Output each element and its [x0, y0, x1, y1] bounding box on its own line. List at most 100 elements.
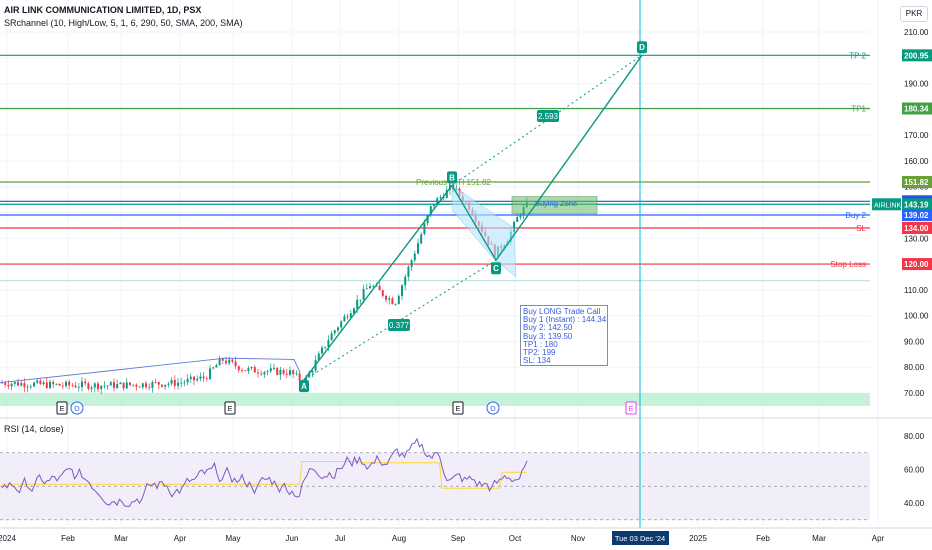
pattern-point	[447, 171, 457, 184]
candle-body	[439, 197, 442, 199]
candle-body	[36, 380, 39, 383]
candle-body	[410, 260, 413, 267]
candle-body	[362, 289, 365, 300]
price-tag-label: 120.00	[904, 260, 929, 269]
candle-body	[20, 383, 23, 386]
event-marker	[224, 401, 236, 415]
leg-bc	[451, 185, 497, 261]
price-tag-label: 134.00	[904, 224, 929, 233]
x-tick-label: 2024	[0, 534, 16, 543]
candle-body	[397, 295, 400, 304]
y-tick-label: 110.00	[904, 286, 928, 295]
candle-body	[433, 204, 435, 207]
candle-body	[327, 340, 330, 347]
candle-body	[45, 382, 48, 388]
candle-body	[13, 382, 16, 384]
chart-title: AIR LINK COMMUNICATION LIMITED, 1D, PSX	[4, 5, 202, 15]
pattern-point	[637, 41, 647, 54]
trade-call-title: Buy LONG Trade Call	[523, 307, 601, 316]
candle-body	[129, 382, 131, 385]
trade-call-tp1: TP1 : 180	[523, 339, 558, 349]
trade-call-tp2: TP2: 199	[523, 348, 556, 358]
price-tag	[902, 102, 932, 115]
candle-body	[33, 382, 35, 387]
level-name: TP 2	[849, 51, 866, 60]
candle-body	[1, 382, 3, 384]
price-tag	[902, 198, 932, 211]
consolidation-lines	[0, 357, 301, 384]
candle-body	[359, 299, 362, 301]
event-marker	[486, 401, 500, 415]
candle-body	[17, 382, 19, 386]
rsi-tick-label: 60.00	[904, 466, 925, 475]
candle-body	[365, 288, 368, 290]
pattern-point-label: C	[493, 264, 499, 273]
level-name: Stop Loss	[830, 260, 866, 269]
buying-zone	[511, 196, 598, 215]
candle-body	[39, 380, 42, 385]
fib-ratio-label: 2.593	[538, 112, 559, 121]
price-tag	[902, 221, 932, 234]
candle-body	[423, 223, 426, 235]
candle-body	[199, 376, 202, 379]
candle-body	[135, 384, 138, 387]
y-tick-label: 190.00	[904, 80, 929, 89]
candle-body	[161, 384, 163, 387]
candle-body	[173, 379, 176, 386]
level-name: TP1	[851, 104, 866, 113]
pattern-point	[299, 380, 309, 393]
candle-body	[337, 327, 339, 331]
event-marker	[56, 401, 68, 415]
price-tag-label: 151.82	[904, 178, 929, 187]
cursor-date-tag	[612, 531, 669, 545]
x-tick-label: Mar	[114, 534, 128, 543]
candle-body	[285, 373, 288, 375]
candle-body	[148, 387, 151, 388]
candle-body	[241, 370, 243, 372]
x-tick-label: Jul	[335, 534, 345, 543]
x-tick-label: Feb	[756, 534, 770, 543]
candle-body	[266, 371, 269, 373]
candle-body	[106, 385, 109, 387]
event-marker-label: E	[59, 404, 64, 413]
candle-body	[141, 383, 144, 388]
x-tick-label: Jun	[286, 534, 299, 543]
candle-body	[90, 387, 93, 389]
trade-call-buy2: Buy 2: 142.50	[523, 323, 573, 333]
x-tick-label: Apr	[872, 534, 885, 543]
y-tick-label: 210.00	[904, 28, 929, 37]
x-tick-label: May	[225, 534, 240, 543]
candle-body	[10, 383, 13, 387]
candle-body	[273, 368, 275, 369]
candle-body	[151, 382, 154, 388]
candle-body	[7, 384, 10, 387]
candle-body	[93, 383, 96, 388]
candle-body	[97, 383, 99, 390]
candle-body	[513, 221, 515, 232]
candle-body	[234, 361, 237, 367]
candle-body	[81, 381, 83, 388]
candle-body	[353, 308, 355, 314]
candle-body	[177, 382, 179, 386]
cursor-date-label: Tue 03 Dec '24	[615, 534, 665, 543]
x-tick-label: Mar	[812, 534, 826, 543]
candle-body	[225, 360, 227, 364]
candle-body	[49, 381, 51, 388]
y-tick-label: 170.00	[904, 131, 929, 140]
candle-body	[221, 358, 224, 361]
event-marker	[70, 401, 84, 415]
candle-body	[52, 381, 55, 385]
candle-body	[372, 286, 375, 287]
x-tick-label: Feb	[61, 534, 75, 543]
candle-body	[77, 387, 80, 388]
candle-body	[407, 266, 410, 277]
price-tag	[902, 176, 932, 189]
candle-body	[340, 321, 343, 328]
rsi-tick-label: 40.00	[904, 499, 925, 508]
candle-body	[346, 316, 349, 318]
level-name: SL	[856, 224, 866, 233]
candle-body	[61, 385, 64, 387]
candle-body	[212, 367, 215, 369]
currency-button[interactable]: PKR	[900, 6, 928, 22]
